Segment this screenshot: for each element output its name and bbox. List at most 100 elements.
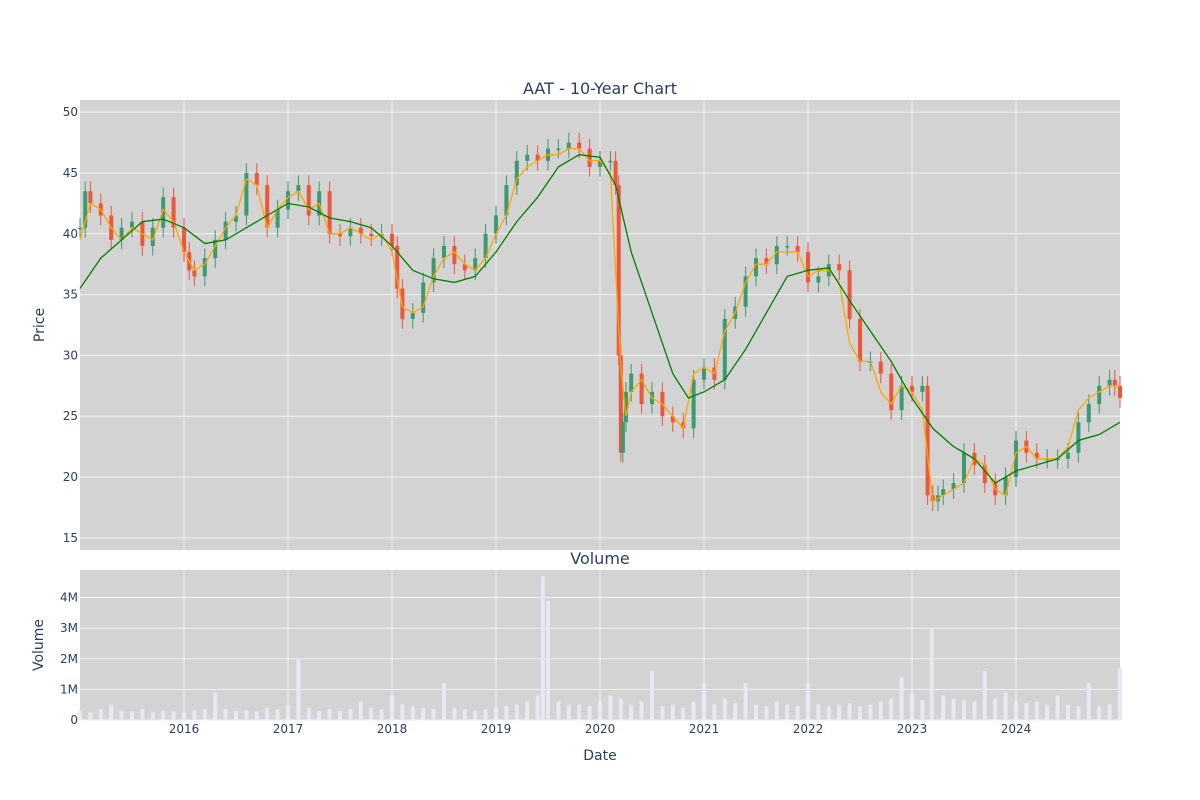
candle-body bbox=[670, 416, 675, 423]
candle-body bbox=[577, 142, 582, 149]
volume-bar bbox=[774, 701, 779, 720]
candle-body bbox=[275, 209, 280, 228]
candle-body bbox=[306, 185, 311, 216]
volume-y-axis-title: Volume bbox=[31, 619, 47, 671]
volume-bar bbox=[1003, 692, 1008, 720]
price-candles bbox=[78, 132, 1122, 512]
candle-body bbox=[88, 191, 93, 204]
candle-body bbox=[83, 191, 88, 228]
candle-body bbox=[421, 282, 426, 313]
volume-bar bbox=[868, 704, 873, 720]
candle-body bbox=[119, 227, 124, 240]
price-y-axis-title: Price bbox=[32, 308, 48, 342]
volume-bar bbox=[410, 706, 415, 720]
x-tick: 2024 bbox=[1001, 722, 1032, 736]
volume-bar bbox=[535, 695, 540, 720]
volume-bar bbox=[577, 704, 582, 720]
volume-bar bbox=[650, 671, 654, 720]
long-moving-average-line bbox=[79, 154, 1121, 484]
candle-body bbox=[395, 245, 400, 289]
price-y-tick-labels: 15 20 25 30 35 40 45 50 bbox=[63, 105, 78, 545]
volume-bar bbox=[525, 701, 530, 720]
candle-body bbox=[618, 355, 623, 453]
volume-bar bbox=[910, 692, 914, 720]
candle-body bbox=[473, 258, 478, 271]
candle-body bbox=[234, 215, 238, 222]
candle-body bbox=[795, 245, 800, 253]
price-gridlines bbox=[80, 100, 1120, 550]
volume-bar bbox=[78, 710, 82, 720]
candle-body bbox=[525, 154, 530, 161]
candle-body bbox=[462, 264, 467, 271]
price-y-tick: 50 bbox=[63, 105, 78, 119]
candle-body bbox=[327, 191, 332, 234]
candle-body bbox=[504, 185, 509, 216]
candle-body bbox=[254, 172, 259, 186]
volume-y-tick: 3M bbox=[60, 621, 78, 635]
candle-body bbox=[535, 154, 540, 161]
volume-bar bbox=[150, 712, 155, 720]
volume-bar bbox=[941, 695, 946, 720]
volume-bar bbox=[327, 709, 332, 720]
x-tick: 2019 bbox=[481, 722, 512, 736]
volume-bar bbox=[972, 701, 977, 720]
candle-body bbox=[629, 373, 634, 392]
volume-bar bbox=[858, 706, 862, 720]
x-axis-title: Date bbox=[583, 748, 616, 764]
volume-bar bbox=[462, 709, 467, 720]
candle-body bbox=[150, 227, 155, 246]
candle-body bbox=[816, 276, 821, 283]
volume-bar bbox=[660, 706, 665, 720]
candle-body bbox=[624, 391, 628, 423]
volume-chart-title: Volume bbox=[570, 549, 630, 568]
candle-body bbox=[369, 233, 374, 237]
volume-bar bbox=[899, 677, 904, 720]
volume-bar bbox=[483, 709, 488, 720]
price-y-tick: 30 bbox=[63, 348, 78, 362]
x-tick-labels: 2016 2017 2018 2019 2020 2021 2022 2023 2024 bbox=[169, 722, 1032, 736]
volume-bar bbox=[504, 706, 509, 720]
candle-body bbox=[598, 160, 602, 167]
volume-bar bbox=[192, 710, 197, 720]
candle-body bbox=[858, 318, 862, 362]
volume-bar bbox=[639, 701, 644, 720]
candle-body bbox=[1097, 385, 1102, 405]
price-chart-title: AAT - 10-Year Chart bbox=[523, 79, 677, 98]
volume-bar bbox=[1066, 704, 1070, 720]
volume-bar bbox=[306, 707, 311, 720]
candle-body bbox=[348, 227, 353, 237]
candle-body bbox=[171, 197, 176, 228]
volume-bar bbox=[119, 710, 124, 720]
candle-body bbox=[1107, 379, 1112, 386]
volume-bar bbox=[1118, 667, 1122, 720]
candle-body bbox=[587, 148, 592, 167]
candle-body bbox=[296, 185, 301, 192]
candle-body bbox=[878, 361, 883, 374]
candle-body bbox=[1076, 422, 1081, 453]
volume-bar bbox=[847, 703, 852, 720]
price-y-tick: 20 bbox=[63, 470, 78, 484]
candle-body bbox=[431, 258, 436, 283]
volume-bar bbox=[348, 709, 353, 720]
candle-body bbox=[244, 172, 249, 216]
volume-bar bbox=[962, 700, 966, 720]
volume-bar bbox=[733, 703, 738, 720]
volume-bar bbox=[88, 712, 93, 720]
volume-bar bbox=[754, 704, 758, 720]
candle-body bbox=[774, 245, 779, 265]
candle-body bbox=[514, 160, 519, 186]
volume-bar bbox=[369, 707, 374, 720]
price-panel: 15 20 25 30 35 40 45 50 AAT - 10-Year Chart Pri… bbox=[32, 79, 1122, 550]
volume-bar bbox=[494, 707, 498, 720]
volume-bar bbox=[929, 628, 934, 720]
x-tick: 2020 bbox=[585, 722, 616, 736]
volume-bar bbox=[670, 704, 675, 720]
candle-body bbox=[1066, 452, 1070, 459]
volume-bar bbox=[806, 683, 810, 720]
volume-bar bbox=[598, 701, 602, 720]
candle-body bbox=[265, 185, 270, 228]
candle-body bbox=[806, 252, 810, 283]
volume-bar bbox=[951, 698, 956, 720]
candle-body bbox=[899, 385, 904, 411]
